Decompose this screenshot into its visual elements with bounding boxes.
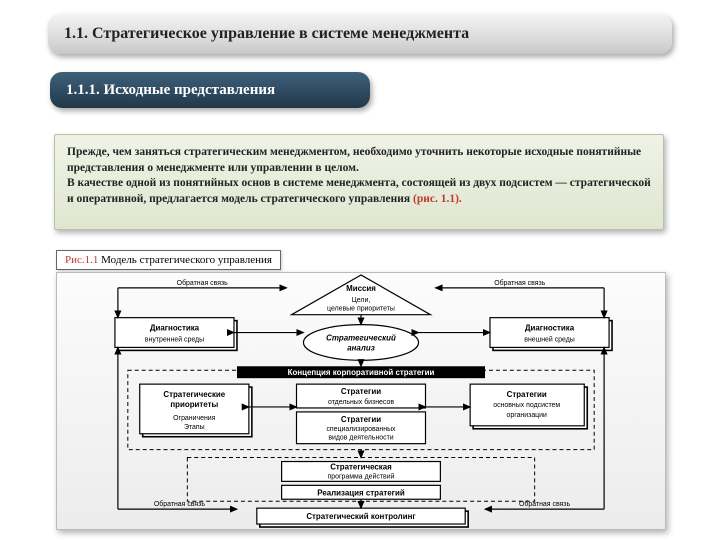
feedback-left-label: Обратная связь — [177, 279, 228, 287]
sub-heading-text: 1.1.1. Исходные представления — [66, 82, 275, 99]
prog-1: Стратегическая — [330, 462, 392, 471]
strat-analysis-2: анализ — [347, 343, 375, 352]
prio-4: Этапы — [184, 424, 205, 431]
spec-3: видов деятельности — [328, 435, 393, 442]
spec-1: Стратегии — [341, 415, 381, 424]
figure-caption-num: Рис.1.1 — [65, 254, 101, 266]
strat-analysis-1: Стратегический — [326, 333, 396, 342]
sub-heading-banner: 1.1.1. Исходные представления — [50, 72, 370, 108]
intro-line2a: В качестве одной из понятийных основ в с… — [67, 177, 651, 205]
mission-sub1: Цели, — [352, 297, 371, 304]
feedback-bl: Обратная связь — [154, 500, 205, 508]
main-heading-text: 1.1. Стратегическое управление в системе… — [64, 25, 469, 43]
subsys-2: основных подсистем — [493, 402, 560, 409]
figure-caption-box: Рис.1.1 Модель стратегического управлени… — [56, 250, 281, 270]
strategy-model-diagram: Обратная связь Обратная связь Миссия Цел… — [56, 272, 666, 530]
diag-ext-2: внешней среды — [524, 335, 575, 343]
sb-2: отдельных бизнесов — [328, 398, 394, 406]
sb-1: Стратегии — [341, 387, 381, 396]
prio-1: Стратегические — [163, 390, 225, 399]
intro-line1: Прежде, чем заняться стратегическим мене… — [67, 146, 641, 174]
diag-ext-1: Диагностика — [525, 324, 575, 333]
figure-caption-text: Модель стратегического управления — [101, 254, 272, 266]
prog-2: программа действий — [328, 472, 395, 480]
intro-paragraph-box: Прежде, чем заняться стратегическим мене… — [54, 134, 664, 230]
subsys-3: организации — [506, 412, 547, 419]
feedback-right-label: Обратная связь — [494, 279, 545, 287]
ctrl-label: Стратегический контролинг — [306, 512, 416, 521]
feedback-br: Обратная связь — [519, 500, 570, 508]
mission-label: Миссия — [346, 284, 376, 293]
main-heading-banner: 1.1. Стратегическое управление в системе… — [48, 14, 672, 54]
spec-2: специализированных — [326, 426, 396, 433]
real-label: Реализация стратегий — [317, 488, 405, 497]
mission-sub2: целевые приоритеты — [327, 306, 395, 313]
prio-3: Ограничения — [173, 415, 216, 422]
concept-label: Концепция корпоративной стратегии — [288, 368, 435, 377]
diag-int-1: Диагностика — [150, 324, 200, 333]
diag-int-2: внутренней среды — [145, 335, 204, 343]
prio-2: приоритеты — [170, 400, 218, 409]
subsys-1: Стратегии — [507, 390, 547, 399]
intro-fig-ref: (рис. 1.1). — [413, 193, 462, 205]
